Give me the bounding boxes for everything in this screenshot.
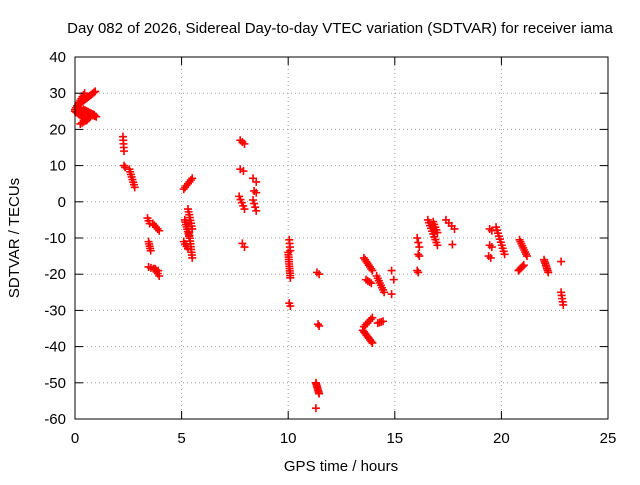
data-point-marker — [91, 87, 100, 96]
data-point-marker — [83, 115, 92, 124]
y-tick-label: -60 — [44, 411, 66, 428]
data-point-marker — [367, 337, 376, 346]
data-point-marker — [311, 404, 320, 413]
data-point-marker — [544, 268, 553, 277]
x-tick-label: 20 — [493, 430, 510, 447]
data-point-marker — [252, 206, 261, 215]
y-tick-label: 40 — [49, 49, 66, 66]
data-point-marker — [450, 224, 459, 233]
data-point-marker — [559, 300, 568, 309]
data-point-marker — [186, 176, 195, 185]
data-point-marker — [155, 272, 164, 281]
data-point-marker — [146, 246, 155, 255]
data-point-marker — [415, 243, 424, 252]
data-point-marker — [366, 315, 375, 324]
data-point-marker — [415, 252, 424, 261]
data-point-marker — [433, 241, 442, 250]
x-tick-label: 0 — [71, 430, 79, 447]
data-point-marker — [486, 253, 495, 262]
data-point-marker — [130, 183, 139, 192]
data-point-marker — [188, 253, 197, 262]
data-point-marker — [252, 188, 261, 197]
y-tick-label: -20 — [44, 266, 66, 283]
data-point-marker — [314, 320, 323, 329]
data-point-marker — [155, 226, 164, 235]
x-tick-label: 15 — [386, 430, 403, 447]
data-point-marker — [379, 317, 388, 326]
data-point-marker — [387, 290, 396, 299]
data-point-marker — [413, 266, 422, 275]
y-tick-label: 30 — [49, 85, 66, 102]
data-point-marker — [500, 250, 509, 259]
data-point-marker — [448, 240, 457, 249]
data-point-marker — [414, 250, 423, 259]
data-point-marker — [368, 266, 377, 275]
data-point-marker — [380, 288, 389, 297]
data-point-marker — [315, 321, 324, 330]
y-tick-label: -10 — [44, 230, 66, 247]
x-tick-labels: 0 5 10 15 20 25 — [71, 430, 617, 447]
x-tick-label: 10 — [280, 430, 297, 447]
y-tick-label: -50 — [44, 375, 66, 392]
x-tick-label: 5 — [177, 430, 185, 447]
data-point-marker — [487, 243, 496, 252]
data-point-marker — [389, 275, 398, 284]
data-point-marker — [153, 224, 162, 233]
y-tick-label: 10 — [49, 158, 66, 175]
data-point-marker — [365, 278, 374, 287]
data-point-marker — [240, 205, 249, 214]
data-point-marker — [315, 270, 324, 279]
data-point-marker — [413, 234, 422, 242]
data-point-marker — [250, 199, 259, 208]
x-tick-label: 25 — [600, 430, 617, 447]
data-point-marker — [414, 268, 423, 277]
y-tick-labels: -60 -50 -40 -30 -20 -10 0 10 20 30 40 — [44, 49, 66, 428]
data-point-marker — [522, 252, 531, 261]
y-tick-label: 20 — [49, 121, 66, 138]
data-point-marker — [557, 257, 566, 266]
data-point-marker — [252, 177, 261, 186]
x-axis-label: GPS time / hours — [284, 458, 398, 475]
data-points — [71, 87, 568, 413]
data-point-marker — [368, 313, 377, 322]
data-point-marker — [414, 238, 423, 247]
data-point-marker — [188, 174, 197, 183]
data-point-marker — [249, 195, 258, 204]
data-point-marker — [433, 228, 442, 237]
data-point-marker — [251, 203, 260, 212]
y-tick-label: 0 — [58, 194, 66, 211]
axis-ticks — [74, 56, 609, 420]
data-point-marker — [286, 302, 295, 311]
data-point-marker — [367, 264, 376, 273]
y-axis-label: SDTVAR / TECUs — [6, 178, 23, 298]
data-point-marker — [387, 266, 396, 275]
data-point-marker — [84, 114, 93, 123]
data-point-marker — [239, 167, 248, 176]
chart-title: Day 082 of 2026, Sidereal Day-to-day VTE… — [67, 20, 613, 37]
data-point-marker — [121, 163, 130, 172]
data-point-marker — [90, 110, 99, 119]
data-point-marker — [519, 261, 528, 270]
data-point-marker — [120, 147, 129, 156]
data-point-marker — [315, 389, 324, 398]
data-point-marker — [89, 88, 98, 97]
data-point-marker — [286, 273, 295, 282]
data-point-marker — [367, 279, 376, 288]
data-point-marker — [368, 338, 377, 347]
data-point-marker — [240, 243, 249, 252]
y-tick-label: -40 — [44, 339, 66, 356]
data-point-marker — [518, 262, 527, 271]
data-point-marker — [240, 139, 249, 148]
data-point-marker — [120, 161, 129, 170]
y-tick-label: -30 — [44, 302, 66, 319]
